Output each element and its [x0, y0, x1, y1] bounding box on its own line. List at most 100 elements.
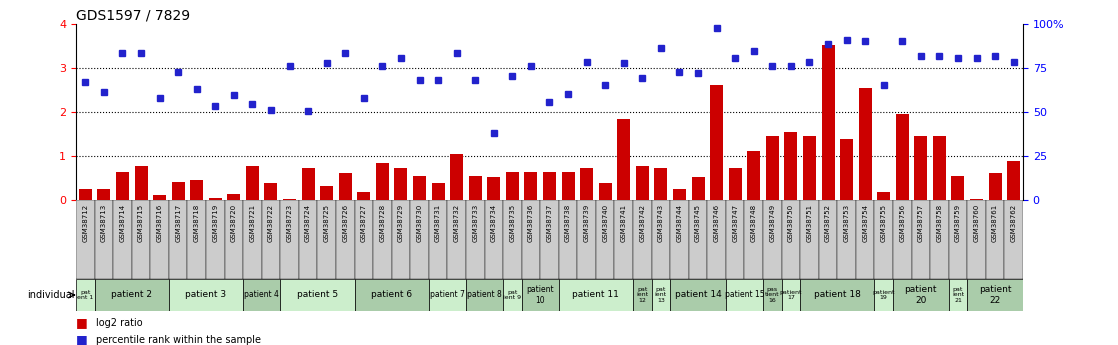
Bar: [468, 176, 482, 200]
Bar: [97, 189, 111, 200]
Bar: [781, 200, 800, 279]
Bar: [915, 136, 927, 200]
Bar: [967, 279, 1023, 311]
Text: patient 5: patient 5: [297, 290, 338, 299]
Bar: [1004, 200, 1023, 279]
Bar: [410, 200, 429, 279]
Text: GSM38733: GSM38733: [472, 204, 479, 242]
Text: GSM38714: GSM38714: [120, 204, 125, 242]
Text: GSM38718: GSM38718: [193, 204, 200, 242]
Bar: [874, 200, 893, 279]
Text: percentile rank within the sample: percentile rank within the sample: [96, 335, 262, 345]
Bar: [281, 279, 354, 311]
Text: GSM38761: GSM38761: [992, 204, 998, 242]
Bar: [505, 171, 519, 200]
Bar: [766, 136, 779, 200]
Text: GSM38712: GSM38712: [83, 204, 88, 242]
Bar: [95, 279, 169, 311]
Bar: [951, 176, 965, 200]
Bar: [762, 279, 781, 311]
Text: patient 14: patient 14: [674, 290, 721, 299]
Text: GSM38751: GSM38751: [806, 204, 813, 242]
Bar: [540, 200, 559, 279]
Text: GSM38742: GSM38742: [639, 204, 645, 242]
Bar: [559, 279, 633, 311]
Text: GSM38752: GSM38752: [825, 204, 831, 242]
Text: patient 2: patient 2: [111, 290, 152, 299]
Text: GSM38753: GSM38753: [844, 204, 850, 242]
Bar: [76, 200, 95, 279]
Text: patient 18: patient 18: [814, 290, 861, 299]
Text: GSM38738: GSM38738: [565, 204, 571, 242]
Text: GSM38719: GSM38719: [212, 204, 218, 242]
Text: GSM38732: GSM38732: [454, 204, 459, 242]
Bar: [373, 200, 391, 279]
Bar: [466, 200, 484, 279]
Bar: [708, 200, 726, 279]
Bar: [599, 184, 612, 200]
Text: GSM38736: GSM38736: [528, 204, 534, 242]
Bar: [580, 168, 594, 200]
Bar: [726, 200, 745, 279]
Bar: [358, 192, 370, 200]
Bar: [654, 168, 667, 200]
Bar: [781, 279, 800, 311]
Bar: [243, 279, 281, 311]
Bar: [209, 198, 221, 200]
Bar: [153, 195, 167, 200]
Bar: [188, 200, 206, 279]
Text: GSM38716: GSM38716: [157, 204, 162, 242]
Text: GSM38758: GSM38758: [937, 204, 942, 242]
Text: GSM38735: GSM38735: [510, 204, 515, 242]
Bar: [447, 200, 466, 279]
Bar: [856, 200, 874, 279]
Text: GSM38754: GSM38754: [862, 204, 869, 242]
Bar: [949, 200, 967, 279]
Bar: [543, 171, 556, 200]
Bar: [395, 168, 407, 200]
Text: GSM38720: GSM38720: [230, 204, 237, 242]
Text: patient 4: patient 4: [244, 290, 280, 299]
Bar: [932, 136, 946, 200]
Bar: [299, 200, 318, 279]
Bar: [911, 200, 930, 279]
Bar: [281, 200, 299, 279]
Bar: [710, 85, 723, 200]
Text: pat
ient 9: pat ient 9: [503, 289, 521, 300]
Text: GSM38745: GSM38745: [695, 204, 701, 242]
Text: GSM38750: GSM38750: [788, 204, 794, 242]
Bar: [986, 200, 1004, 279]
Text: GSM38722: GSM38722: [268, 204, 274, 242]
Bar: [692, 177, 704, 200]
Bar: [432, 184, 445, 200]
Text: GSM38724: GSM38724: [305, 204, 311, 242]
Bar: [522, 279, 559, 311]
Bar: [337, 200, 354, 279]
Text: GSM38725: GSM38725: [324, 204, 330, 242]
Bar: [893, 200, 911, 279]
Bar: [466, 279, 503, 311]
Bar: [652, 279, 670, 311]
Bar: [169, 200, 188, 279]
Bar: [451, 154, 463, 200]
Text: patient 6: patient 6: [371, 290, 413, 299]
Text: ■: ■: [76, 333, 88, 345]
Text: GSM38734: GSM38734: [491, 204, 496, 242]
Text: GSM38746: GSM38746: [713, 204, 720, 242]
Text: ■: ■: [76, 316, 88, 329]
Bar: [615, 200, 633, 279]
Text: GDS1597 / 7829: GDS1597 / 7829: [76, 9, 190, 23]
Text: patient 7: patient 7: [430, 290, 465, 299]
Text: patient
19: patient 19: [872, 289, 896, 300]
Bar: [988, 173, 1002, 200]
Text: GSM38740: GSM38740: [603, 204, 608, 242]
Bar: [970, 199, 983, 200]
Bar: [949, 279, 967, 311]
Text: GSM38749: GSM38749: [769, 204, 775, 242]
Bar: [577, 200, 596, 279]
Bar: [227, 194, 240, 200]
Bar: [840, 139, 853, 200]
Text: patient
20: patient 20: [904, 285, 937, 305]
Bar: [636, 166, 648, 200]
Bar: [670, 279, 726, 311]
